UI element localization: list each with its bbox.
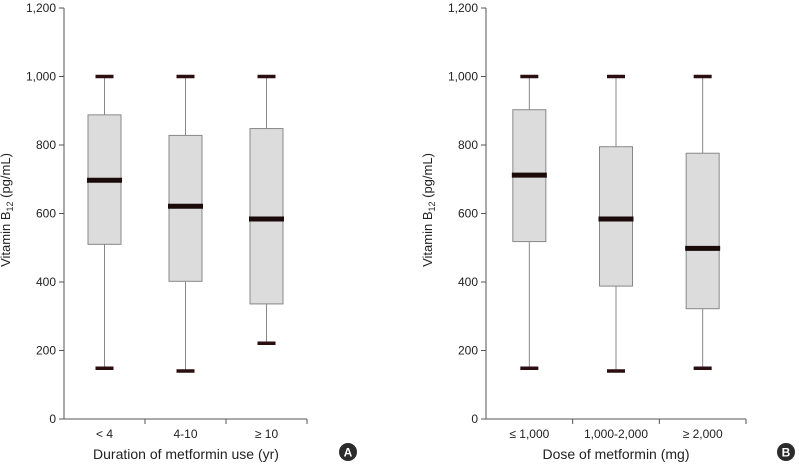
panel-b: 0 200 400 600 800 1,000 1,200 ≤ 1,000 1,000-2,00… <box>420 1 795 462</box>
iqr-box <box>685 152 720 310</box>
box-plot-1 <box>87 74 122 371</box>
panel-badge <box>339 443 357 461</box>
y-tick-label: 800 <box>458 138 478 152</box>
x-tick-label: ≥ 2,000 <box>683 427 723 441</box>
y-axis-title-unit: (pg/mL) <box>0 153 13 201</box>
panel-badge <box>777 443 795 461</box>
y-tick-label: 1,000 <box>448 70 478 84</box>
y-axis-title-unit: (pg/mL) <box>420 153 435 201</box>
y-axis-title-subscript: 12 <box>427 201 437 211</box>
x-tick-label: 1,000-2,000 <box>584 427 648 441</box>
panel-badge-label: A <box>344 446 353 460</box>
box-plot-2 <box>168 74 203 373</box>
x-tick-label: ≥ 10 <box>255 427 279 441</box>
panel-badge-label: B <box>782 446 791 460</box>
y-axis-title: Vitamin B12 (pg/mL) <box>420 153 437 267</box>
y-tick-label: 600 <box>36 207 56 221</box>
y-tick-label: 600 <box>458 207 478 221</box>
x-tick-label: < 4 <box>96 427 113 441</box>
box-plot-3 <box>249 74 284 346</box>
y-tick-label: 400 <box>36 275 56 289</box>
y-tick-label: 0 <box>471 412 478 426</box>
y-axis-title: Vitamin B12 (pg/mL) <box>0 153 15 267</box>
panel-a: 0 200 400 600 800 1,000 1,200 < 4 4-10 ≥ 10 Vitami… <box>0 1 357 462</box>
x-axis-title: Dose of metformin (mg) <box>542 446 689 462</box>
y-tick-label: 1,200 <box>26 1 56 15</box>
y-tick-label: 1,200 <box>448 1 478 15</box>
iqr-box <box>249 128 284 305</box>
y-tick-label: 200 <box>458 344 478 358</box>
box-plot-3 <box>685 74 721 371</box>
x-tick-label: ≤ 1,000 <box>509 427 549 441</box>
y-tick-label: 800 <box>36 138 56 152</box>
box-plot-2 <box>598 74 634 373</box>
y-axis-title-main: Vitamin B <box>420 212 435 267</box>
y-tick-label: 200 <box>36 344 56 358</box>
x-tick-label: 4-10 <box>173 427 197 441</box>
iqr-box <box>599 146 633 287</box>
y-tick-label: 400 <box>458 275 478 289</box>
x-axis-title: Duration of metformin use (yr) <box>93 446 279 462</box>
y-axis-title-subscript: 12 <box>5 201 15 211</box>
box-plot-1 <box>511 74 547 371</box>
y-tick-label: 1,000 <box>26 70 56 84</box>
y-tick-label: 0 <box>49 412 56 426</box>
y-axis-title-main: Vitamin B <box>0 212 13 267</box>
